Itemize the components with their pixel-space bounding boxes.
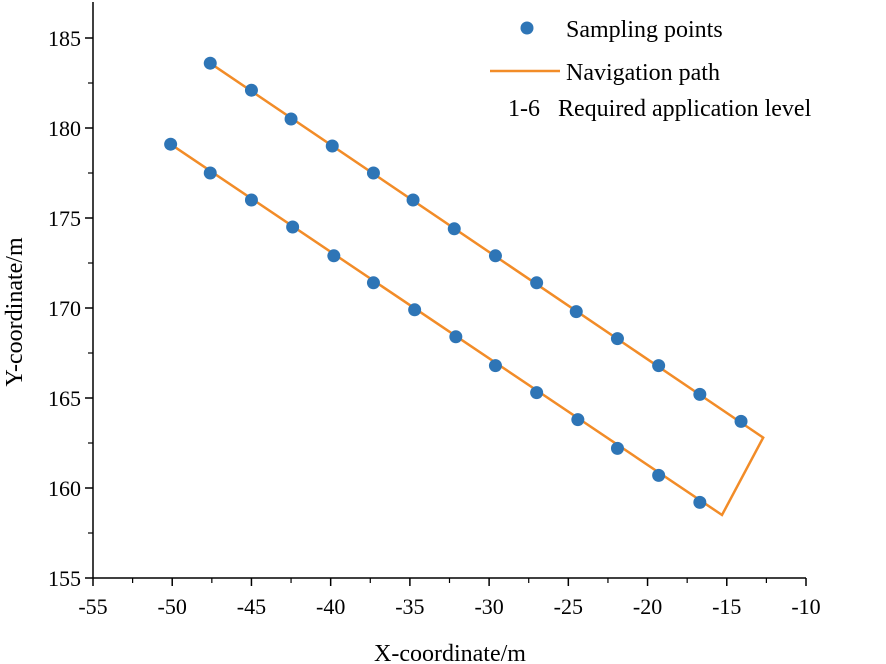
- x-tick-label: -45: [237, 594, 266, 619]
- legend-label-navigation-path: Navigation path: [566, 60, 720, 86]
- sampling-point: [693, 387, 707, 401]
- y-tick-label: 175: [48, 206, 81, 231]
- sampling-point: [327, 249, 341, 263]
- sampling-point: [286, 220, 300, 234]
- navigation-path-line: [169, 62, 765, 517]
- legend: Sampling points Navigation path 1-6 Requir…: [490, 17, 812, 122]
- sampling-point: [366, 276, 380, 290]
- navigation-path-layer: [169, 62, 765, 517]
- sampling-point: [244, 193, 258, 207]
- sampling-point: [488, 249, 502, 263]
- sampling-point: [571, 413, 585, 427]
- sampling-point: [693, 495, 707, 509]
- sampling-point: [406, 193, 420, 207]
- y-tick-label: 170: [48, 296, 81, 321]
- sampling-point: [325, 139, 339, 153]
- x-tick-label: -35: [395, 594, 424, 619]
- sampling-point: [449, 330, 463, 344]
- sampling-point: [530, 276, 544, 290]
- y-axis-title: Y-coordinate/m: [2, 237, 28, 387]
- legend-point-marker: [520, 21, 534, 35]
- sampling-point: [734, 414, 748, 428]
- x-tick-label: -40: [316, 594, 345, 619]
- y-tick-label: 180: [48, 116, 81, 141]
- x-tick-label: -30: [474, 594, 503, 619]
- x-tick-label: -15: [712, 594, 741, 619]
- legend-label-sampling-points: Sampling points: [566, 17, 723, 43]
- y-tick-label: 165: [48, 386, 81, 411]
- x-tick-label: -55: [78, 594, 107, 619]
- x-tick-label: -50: [158, 594, 187, 619]
- sampling-point: [610, 441, 624, 455]
- axes: -55 -50 -45 -40 -35 -30 -25 -20 -15 -10 155 160 165 1…: [48, 2, 821, 619]
- x-axis-title: X-coordinate/m: [374, 641, 526, 664]
- sampling-point: [610, 332, 624, 346]
- sampling-point: [203, 166, 217, 180]
- sampling-points-layer: [164, 56, 748, 509]
- legend-label-application-level: 1-6 Required application level: [508, 96, 812, 122]
- x-tick-label: -20: [633, 594, 662, 619]
- y-tick-label: 155: [48, 566, 81, 591]
- sampling-point: [366, 166, 380, 180]
- sampling-point: [652, 359, 666, 373]
- x-tick-label: -25: [554, 594, 583, 619]
- x-tick-label: -10: [791, 594, 820, 619]
- sampling-point: [569, 305, 583, 319]
- sampling-point: [203, 56, 217, 70]
- sampling-point: [164, 137, 178, 151]
- sampling-point: [447, 222, 461, 236]
- sampling-point: [284, 112, 298, 126]
- sampling-point: [530, 386, 544, 400]
- sampling-point: [652, 468, 666, 482]
- sampling-point: [244, 83, 258, 97]
- y-tick-label: 185: [48, 26, 81, 51]
- y-tick-label: 160: [48, 476, 81, 501]
- sampling-point: [408, 303, 422, 317]
- sampling-point: [488, 359, 502, 373]
